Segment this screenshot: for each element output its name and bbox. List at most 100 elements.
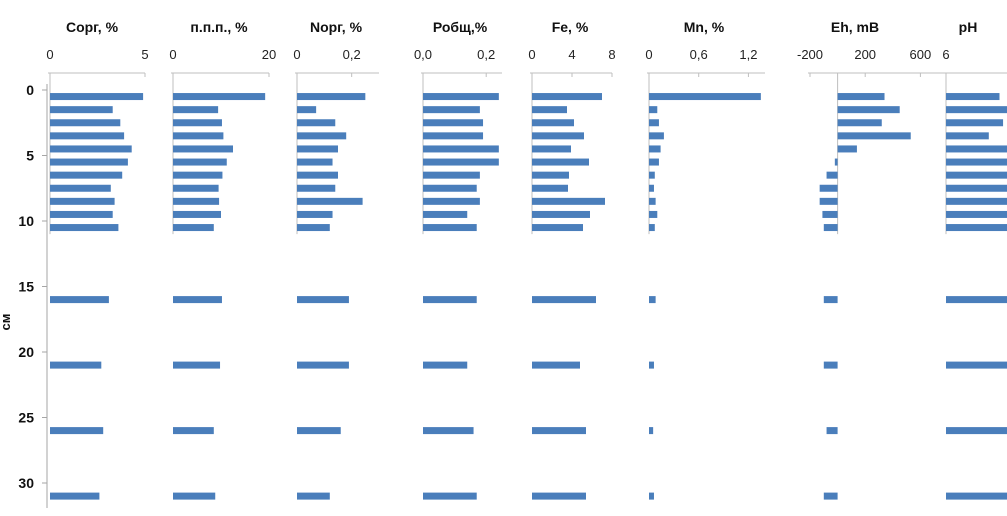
data-bar <box>297 132 347 140</box>
data-bar <box>946 210 1007 218</box>
x-tick-label: 600 <box>910 47 932 62</box>
data-bar <box>649 427 654 435</box>
data-bar <box>823 296 838 304</box>
data-bar <box>173 93 266 101</box>
data-bar <box>50 119 121 127</box>
panel-title: Робщ,% <box>433 19 488 35</box>
y-tick-label: 25 <box>18 410 34 426</box>
data-bar <box>946 158 1007 166</box>
x-tick-label: 0 <box>169 47 176 62</box>
data-bar <box>50 296 109 304</box>
panel-title: pH <box>959 19 978 35</box>
data-bar <box>173 197 220 205</box>
x-tick-label: 0 <box>645 47 652 62</box>
data-bar <box>532 93 602 101</box>
data-bar <box>173 132 224 140</box>
data-bar <box>173 427 214 435</box>
data-bar <box>649 197 656 205</box>
data-bar <box>532 184 568 192</box>
data-bar <box>423 171 480 179</box>
data-bar <box>823 224 838 232</box>
data-bar <box>423 197 480 205</box>
data-bar <box>532 132 584 140</box>
x-tick-label: -200 <box>797 47 823 62</box>
data-bar <box>423 224 477 232</box>
data-bar <box>946 197 1007 205</box>
x-tick-label: 8 <box>608 47 615 62</box>
data-bar <box>649 171 655 179</box>
data-bar <box>532 427 586 435</box>
data-bar <box>297 119 336 127</box>
data-bar <box>50 184 111 192</box>
panel-title: п.п.п., % <box>190 19 248 35</box>
data-bar <box>819 184 838 192</box>
data-bar <box>297 158 333 166</box>
data-bar <box>50 492 100 500</box>
data-bar <box>297 197 363 205</box>
data-bar <box>173 210 221 218</box>
data-bar <box>532 224 583 232</box>
data-bar <box>946 119 1004 127</box>
x-tick-label: 0 <box>293 47 300 62</box>
data-bar <box>50 171 123 179</box>
data-bar <box>946 492 1007 500</box>
data-bar <box>837 145 857 153</box>
data-bar <box>946 93 1000 101</box>
x-tick-label: 0,2 <box>477 47 495 62</box>
data-bar <box>823 492 838 500</box>
y-tick-label: 10 <box>18 213 34 229</box>
data-bar <box>946 171 1007 179</box>
x-tick-label: 6 <box>942 47 949 62</box>
panel-title: Mn, % <box>684 19 725 35</box>
y-tick-label: 20 <box>18 344 34 360</box>
x-tick-label: 0,0 <box>414 47 432 62</box>
data-bar <box>649 106 658 114</box>
data-bar <box>423 492 477 500</box>
data-bar <box>834 158 838 166</box>
panel-title: Nорг, % <box>310 19 363 35</box>
data-bar <box>297 492 330 500</box>
data-bar <box>649 224 655 232</box>
data-bar <box>173 158 227 166</box>
data-bar <box>50 361 102 369</box>
data-bar <box>822 210 838 218</box>
data-bar <box>173 119 222 127</box>
data-bar <box>532 145 571 153</box>
data-bar <box>173 145 233 153</box>
data-bar <box>173 171 223 179</box>
data-bar <box>819 197 838 205</box>
data-bar <box>297 224 330 232</box>
data-bar <box>423 296 477 304</box>
y-tick-label: 30 <box>18 475 34 491</box>
data-bar <box>532 171 569 179</box>
data-bar <box>50 210 113 218</box>
data-bar <box>50 132 125 140</box>
data-bar <box>532 158 589 166</box>
panel-title: Сорг, % <box>66 19 119 35</box>
data-bar <box>297 296 349 304</box>
data-bar <box>297 184 336 192</box>
data-bar <box>532 296 596 304</box>
data-bar <box>297 361 349 369</box>
x-tick-label: 0,6 <box>690 47 708 62</box>
data-bar <box>173 361 221 369</box>
data-bar <box>173 492 216 500</box>
data-bar <box>649 145 661 153</box>
data-bar <box>50 106 113 114</box>
x-tick-label: 0,2 <box>343 47 361 62</box>
x-tick-label: 5 <box>141 47 148 62</box>
data-bar <box>532 492 586 500</box>
x-tick-label: 1,2 <box>739 47 757 62</box>
data-bar <box>173 224 214 232</box>
data-bar <box>649 93 761 101</box>
data-bar <box>946 145 1007 153</box>
data-bar <box>423 119 484 127</box>
y-tick-label: 5 <box>26 148 34 164</box>
data-bar <box>946 184 1007 192</box>
data-bar <box>837 132 911 140</box>
data-bar <box>423 132 484 140</box>
y-tick-label: 0 <box>26 82 34 98</box>
data-bar <box>173 106 219 114</box>
data-bar <box>946 427 1007 435</box>
